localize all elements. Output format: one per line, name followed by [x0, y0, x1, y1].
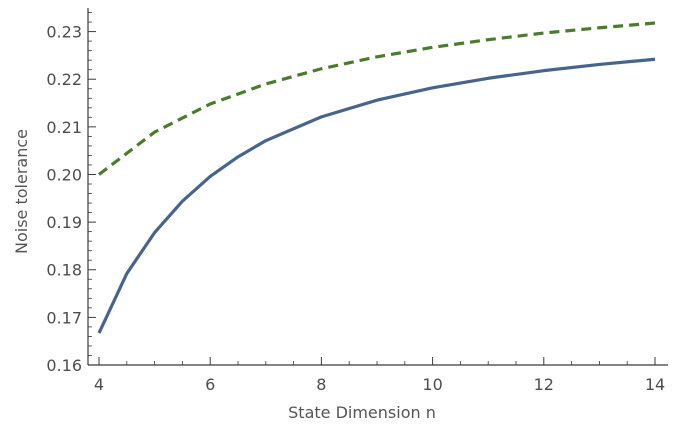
y-tick-label: 0.23	[46, 23, 82, 42]
x-tick-label: 10	[422, 375, 442, 394]
x-axis-title: State Dimension n	[288, 403, 436, 422]
y-axis-title: Noise tolerance	[12, 129, 31, 254]
x-tick-label: 6	[205, 375, 215, 394]
x-tick-label: 14	[645, 375, 665, 394]
series-dashed-line	[98, 21, 656, 176]
y-tick-label: 0.16	[46, 356, 82, 375]
x-tick-label: 8	[316, 375, 326, 394]
x-tick-label: 12	[534, 375, 554, 394]
y-tick-label: 0.20	[46, 165, 82, 184]
axes	[87, 8, 668, 366]
y-tick-label: 0.22	[46, 70, 82, 89]
y-tick-label: 0.19	[46, 213, 82, 232]
y-tick-label: 0.18	[46, 261, 82, 280]
series-solid-line	[97, 57, 656, 334]
tick-labels: 4 6 8 10 12 14 0.16 0.17 0.18 0.19 0.20 0.21 0.22 0.2…	[46, 23, 665, 394]
y-tick-label: 0.21	[46, 118, 82, 137]
series-layer	[97, 21, 656, 334]
x-tick-label: 4	[94, 375, 104, 394]
y-tick-label: 0.17	[46, 308, 82, 327]
